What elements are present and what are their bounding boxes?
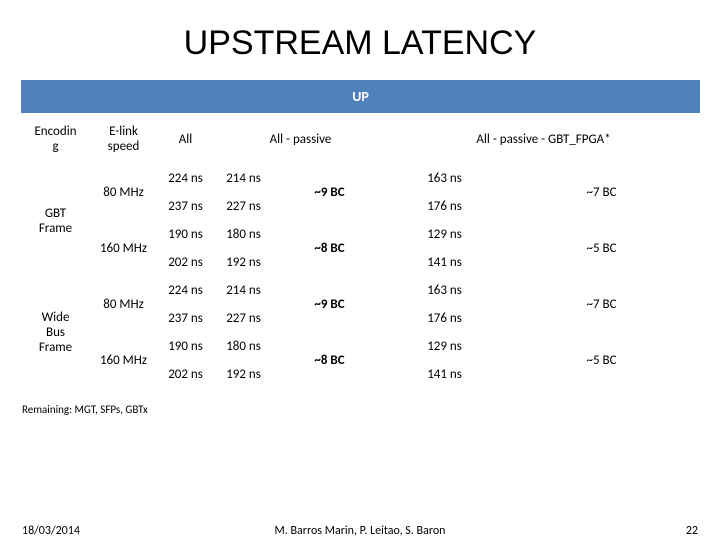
table-row: Wide Bus Frame 80 MHz 224 ns 214 ns ~9 B… — [21, 277, 701, 305]
gbt-cell: 163 ns — [387, 277, 503, 305]
gbt-cell: 141 ns — [387, 361, 503, 389]
all-cell: 224 ns — [157, 277, 215, 305]
col-elink: E-link speed — [91, 114, 157, 165]
table-row: 160 MHz 190 ns 180 ns ~8 BC 129 ns ~5 BC — [21, 221, 701, 249]
all-cell: 190 ns — [157, 221, 215, 249]
table-row: UP — [21, 80, 701, 114]
up-header: UP — [21, 80, 701, 114]
passive-cell: 227 ns — [215, 193, 273, 221]
passive-cell: 192 ns — [215, 249, 273, 277]
passive-bc-cell: ~9 BC — [273, 165, 387, 221]
latency-table: UP Encodin g E-link speed All All - pass… — [20, 79, 701, 389]
footer-authors: M. Barros Marin, P. Leitao, S. Baron — [0, 524, 720, 538]
latency-table-wrap: UP Encodin g E-link speed All All - pass… — [20, 79, 700, 389]
speed-cell: 160 MHz — [91, 333, 157, 389]
gbt-bc-cell: ~5 BC — [503, 333, 701, 389]
all-cell: 237 ns — [157, 305, 215, 333]
passive-bc-cell: ~8 BC — [273, 333, 387, 389]
passive-bc-cell: ~8 BC — [273, 221, 387, 277]
speed-cell: 80 MHz — [91, 165, 157, 221]
gbt-cell: 163 ns — [387, 165, 503, 193]
table-row: 160 MHz 190 ns 180 ns ~8 BC 129 ns ~5 BC — [21, 333, 701, 361]
col-all: All — [157, 114, 215, 165]
table-row: GBT Frame 80 MHz 224 ns 214 ns ~9 BC 163… — [21, 165, 701, 193]
passive-cell: 192 ns — [215, 361, 273, 389]
speed-cell: 80 MHz — [91, 277, 157, 333]
all-cell: 237 ns — [157, 193, 215, 221]
encoding-gbt: GBT Frame — [21, 165, 91, 277]
speed-cell: 160 MHz — [91, 221, 157, 277]
gbt-bc-cell: ~5 BC — [503, 221, 701, 277]
all-cell: 202 ns — [157, 249, 215, 277]
gbt-bc-cell: ~7 BC — [503, 165, 701, 221]
passive-bc-cell: ~9 BC — [273, 277, 387, 333]
gbt-bc-cell: ~7 BC — [503, 277, 701, 333]
passive-cell: 180 ns — [215, 333, 273, 361]
gbt-cell: 129 ns — [387, 221, 503, 249]
passive-cell: 214 ns — [215, 277, 273, 305]
gbt-cell: 141 ns — [387, 249, 503, 277]
col-encoding: Encodin g — [21, 114, 91, 165]
col-all-passive: All - passive — [215, 114, 387, 165]
gbt-cell: 129 ns — [387, 333, 503, 361]
table-row: Encodin g E-link speed All All - passive… — [21, 114, 701, 165]
encoding-wide: Wide Bus Frame — [21, 277, 91, 389]
col-all-passive-gbt: All - passive - GBT_FPGA* — [387, 114, 701, 165]
all-cell: 202 ns — [157, 361, 215, 389]
gbt-cell: 176 ns — [387, 193, 503, 221]
all-cell: 224 ns — [157, 165, 215, 193]
passive-cell: 180 ns — [215, 221, 273, 249]
footer-page: 22 — [686, 524, 698, 538]
page-title: UPSTREAM LATENCY — [0, 0, 720, 79]
passive-cell: 214 ns — [215, 165, 273, 193]
passive-cell: 227 ns — [215, 305, 273, 333]
all-cell: 190 ns — [157, 333, 215, 361]
remaining-note: Remaining: MGT, SFPs, GBTx — [22, 403, 720, 416]
gbt-cell: 176 ns — [387, 305, 503, 333]
